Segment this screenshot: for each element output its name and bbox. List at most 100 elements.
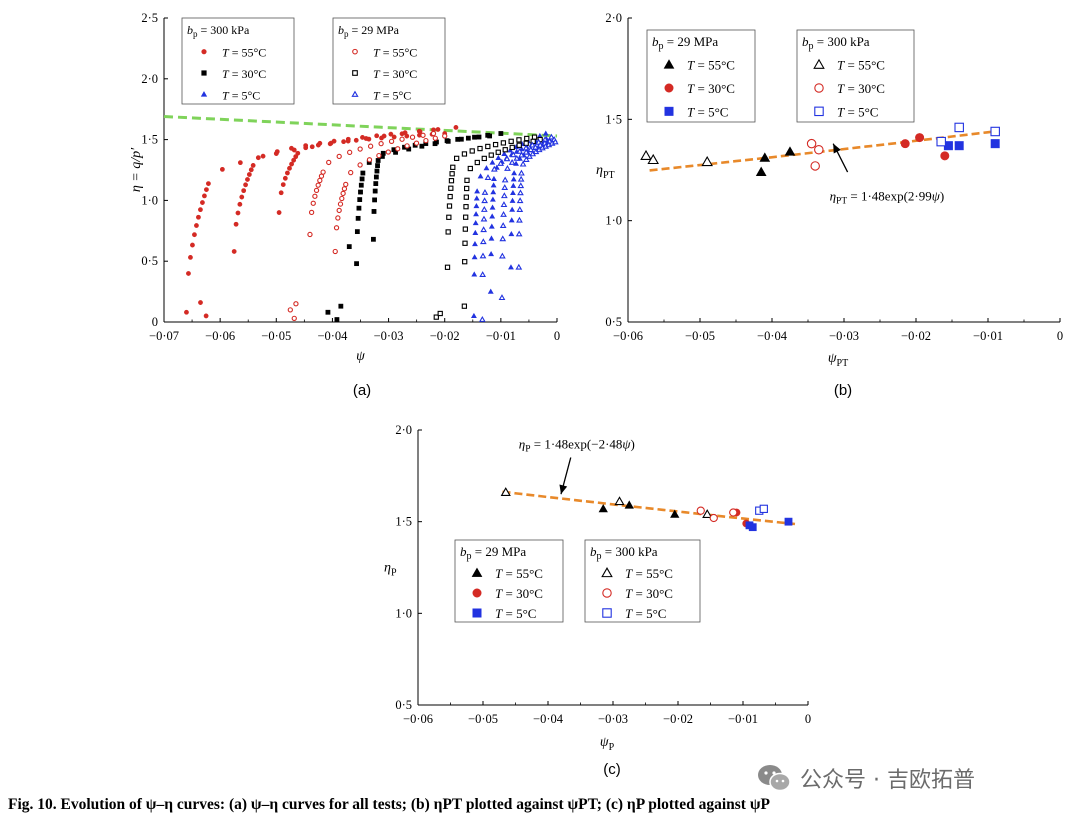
data-point	[186, 271, 191, 276]
data-point	[936, 136, 946, 147]
equation-arrowhead	[833, 143, 841, 154]
data-point	[490, 165, 498, 172]
data-point	[784, 146, 796, 156]
data-point	[198, 300, 203, 305]
data-point	[806, 138, 817, 149]
legend-marker	[201, 49, 207, 55]
x-axis-label: ψ	[356, 349, 365, 364]
data-point	[469, 148, 475, 154]
data-point	[473, 203, 480, 209]
data-point	[500, 192, 508, 199]
series	[478, 133, 559, 322]
x-tick-label: −0·04	[317, 329, 348, 343]
data-point	[337, 201, 344, 207]
data-point	[462, 226, 468, 232]
data-point	[488, 235, 495, 241]
data-point	[481, 189, 489, 195]
data-point	[508, 138, 514, 144]
x-tick-label: −0·01	[728, 712, 758, 726]
data-point	[432, 135, 438, 141]
data-point	[497, 159, 505, 166]
data-point	[435, 127, 441, 132]
figure-caption: Fig. 10. Evolution of ψ–η curves: (a) ψ–…	[8, 796, 770, 813]
legend-marker	[200, 91, 208, 97]
x-tick-label: −0·03	[374, 329, 404, 343]
data-point	[274, 149, 280, 155]
legend-entry-label: T = 30°C	[687, 81, 735, 96]
data-point	[404, 143, 410, 149]
data-point	[516, 216, 523, 223]
legend-group: bp = 29 MPa T = 55°C T = 30°C T = 5°C	[332, 17, 446, 105]
data-point	[470, 312, 477, 319]
legend-group: bp = 29 MPa T = 55°C T = 30°C T = 5°C	[454, 539, 564, 623]
legend-title: bp = 300 kPa	[802, 34, 870, 52]
wechat-logo-icon	[758, 765, 791, 792]
data-point	[517, 175, 525, 182]
data-point	[598, 504, 608, 513]
y-tick-label: 2·0	[605, 11, 622, 25]
x-axis-label: ψP	[600, 735, 615, 753]
data-point	[489, 204, 496, 210]
y-tick-label: 1·5	[605, 112, 622, 126]
data-point	[536, 141, 544, 148]
data-point	[501, 176, 509, 183]
data-point	[287, 165, 292, 171]
legend-marker	[201, 70, 207, 76]
x-tick-label: −0·02	[430, 329, 460, 343]
data-point	[413, 140, 420, 146]
data-point	[499, 222, 507, 229]
y-tick-label: 1·0	[605, 214, 622, 228]
series	[184, 125, 459, 319]
y-axis-label: η = q/p′	[129, 147, 144, 192]
data-point	[495, 154, 502, 161]
legend-group: bp = 300 kPa T = 55°C T = 30°C T = 5°C	[181, 17, 295, 105]
y-tick-label: 1·5	[395, 515, 412, 529]
data-point	[516, 137, 522, 143]
data-point	[709, 513, 718, 523]
data-point	[462, 240, 468, 246]
data-point	[990, 139, 1000, 149]
legend-entry-label: T = 5°C	[222, 88, 260, 102]
data-point	[366, 157, 373, 163]
legend-entry-label: T = 55°C	[222, 46, 266, 60]
data-point	[198, 207, 203, 213]
data-point	[477, 173, 484, 179]
data-point	[399, 136, 405, 142]
data-point	[371, 236, 376, 242]
data-point	[471, 254, 478, 260]
data-point	[248, 167, 254, 173]
data-point	[289, 145, 294, 151]
data-point	[340, 190, 346, 197]
legend-box	[646, 29, 756, 123]
data-point	[510, 182, 517, 188]
data-point	[355, 215, 361, 221]
legend-marker	[663, 59, 675, 69]
data-point	[500, 201, 508, 208]
data-point	[614, 496, 625, 506]
data-point	[335, 215, 341, 221]
data-point	[341, 186, 348, 192]
data-point	[276, 210, 282, 215]
data-point	[448, 178, 455, 184]
data-point	[308, 209, 315, 216]
data-point	[522, 156, 530, 162]
data-point	[250, 163, 256, 168]
data-point	[309, 144, 315, 150]
x-tick-label: 0	[805, 712, 811, 726]
y-tick-label: 1·5	[141, 133, 158, 147]
legend-marker	[351, 90, 359, 97]
legend-entry-label: T = 55°C	[625, 566, 673, 581]
legend-marker	[352, 70, 358, 76]
x-tick-label: −0·04	[533, 712, 564, 726]
fit-line	[163, 114, 558, 138]
data-point	[291, 315, 297, 322]
data-point	[510, 176, 517, 182]
data-point	[366, 136, 372, 142]
series	[900, 133, 950, 161]
x-axis-label: ψPT	[828, 351, 848, 369]
data-point	[529, 141, 536, 148]
y-tick-label: 1·0	[141, 193, 158, 207]
data-point	[357, 146, 363, 152]
data-point	[190, 242, 195, 248]
data-point	[303, 145, 309, 151]
